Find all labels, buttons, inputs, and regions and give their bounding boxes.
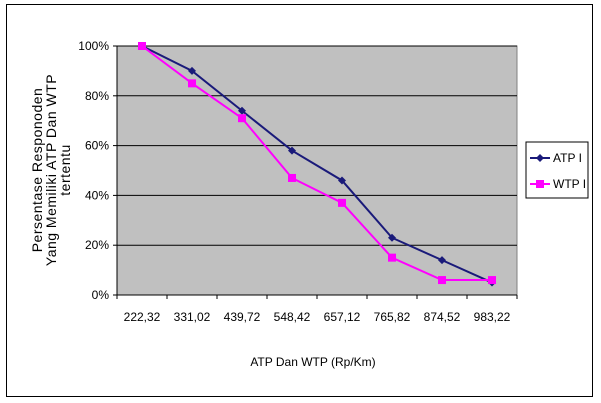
y-tick-label: 40% bbox=[85, 188, 109, 202]
x-tick-label: 331,02 bbox=[174, 310, 211, 324]
legend-item: WTP I bbox=[530, 177, 586, 191]
legend: ATP I WTP I bbox=[525, 141, 589, 199]
data-point-diamond bbox=[338, 176, 346, 185]
legend-label: WTP I bbox=[553, 177, 586, 191]
data-point-square bbox=[338, 198, 346, 207]
data-point-diamond bbox=[388, 233, 396, 242]
x-axis-title: ATP Dan WTP (Rp/Km) bbox=[250, 355, 375, 369]
series-line bbox=[141, 45, 492, 282]
data-point-square bbox=[238, 114, 246, 123]
data-point-diamond bbox=[188, 66, 196, 75]
data-point-square bbox=[188, 79, 196, 88]
x-tick-label: 765,82 bbox=[374, 310, 411, 324]
legend-item: ATP I bbox=[530, 151, 582, 165]
data-point-diamond bbox=[438, 256, 446, 265]
legend-label: ATP I bbox=[553, 151, 582, 165]
y-tick-label: 0% bbox=[92, 288, 110, 302]
data-point-square bbox=[288, 173, 296, 182]
x-tick-label: 983,22 bbox=[474, 310, 511, 324]
x-tick-label: 657,12 bbox=[324, 310, 361, 324]
data-point-square bbox=[438, 276, 446, 285]
y-axis-title-line: tertentu bbox=[57, 144, 73, 195]
plot-background bbox=[116, 45, 518, 296]
y-tick-label: 60% bbox=[85, 139, 109, 153]
data-point-square bbox=[488, 276, 496, 285]
x-tick-label: 439,72 bbox=[224, 310, 261, 324]
x-tick-label: 222,32 bbox=[124, 310, 161, 324]
y-tick-label: 20% bbox=[85, 238, 109, 252]
legend-box bbox=[525, 141, 589, 199]
data-point-diamond bbox=[288, 146, 296, 155]
data-point-square bbox=[536, 180, 544, 188]
data-point-diamond bbox=[536, 154, 544, 162]
data-point-diamond bbox=[238, 106, 246, 115]
y-tick-label: 100% bbox=[78, 39, 109, 53]
y-axis-title-line: Yang Memiliki ATP Dan WTP bbox=[43, 74, 59, 266]
x-tick-label: 548,42 bbox=[274, 310, 311, 324]
data-point-square bbox=[138, 42, 146, 50]
series-wtp-i bbox=[138, 42, 496, 285]
y-tick-label: 80% bbox=[85, 89, 109, 103]
data-point-square bbox=[388, 253, 396, 262]
x-tick-label: 874,52 bbox=[424, 310, 461, 324]
y-axis-title-line: Persentase Responoden bbox=[29, 88, 45, 253]
series-line bbox=[141, 45, 493, 284]
